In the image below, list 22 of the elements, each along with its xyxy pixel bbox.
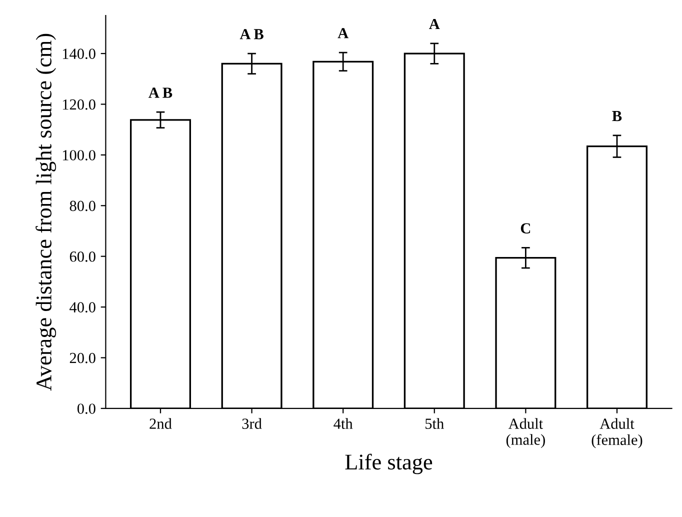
- y-axis-title: Average distance from light source (cm): [36, 34, 56, 391]
- x-tick-label: Adult (female): [592, 418, 642, 448]
- y-tick-label: 0.0: [77, 404, 96, 414]
- y-tick-label: 100.0: [62, 150, 96, 160]
- x-tick-label: 3rd: [242, 418, 262, 429]
- y-tick-label: 60.0: [70, 251, 96, 262]
- annotation: A B: [240, 29, 264, 40]
- annotation: A B: [148, 88, 172, 98]
- y-tick-label: 20.0: [70, 352, 96, 364]
- annotation: C: [520, 223, 530, 234]
- y-tick-label: 120.0: [62, 99, 96, 110]
- y-tick-label: 80.0: [70, 200, 96, 212]
- x-axis-title: Life stage: [345, 454, 432, 474]
- x-tick-label: Adult (male): [506, 418, 545, 448]
- x-tick-label: 4th: [334, 418, 353, 429]
- annotation: A: [338, 28, 348, 38]
- annotation: A: [429, 18, 440, 30]
- y-tick-label: 140.0: [62, 48, 96, 60]
- y-tick-label: 40.0: [70, 302, 96, 313]
- x-tick-label: 5th: [426, 418, 444, 429]
- x-tick-label: 2nd: [150, 418, 172, 429]
- annotation: B: [612, 111, 622, 122]
